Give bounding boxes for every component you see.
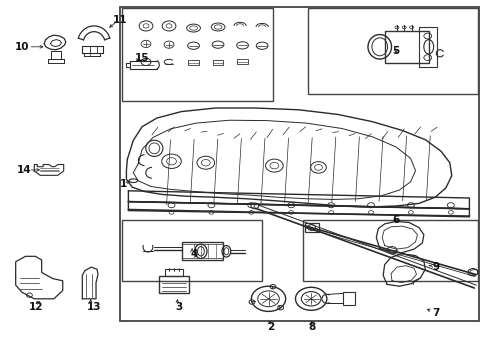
Text: 9: 9 xyxy=(432,262,440,272)
Text: 6: 6 xyxy=(392,215,399,225)
Text: 11: 11 xyxy=(113,15,127,25)
Text: 2: 2 xyxy=(267,322,274,332)
Text: 5: 5 xyxy=(392,46,399,56)
Bar xyxy=(122,8,273,101)
Text: 12: 12 xyxy=(28,302,43,312)
Bar xyxy=(419,27,437,67)
Bar xyxy=(182,242,223,260)
Bar xyxy=(182,244,223,258)
Bar xyxy=(303,220,478,281)
Text: 15: 15 xyxy=(135,53,149,63)
Text: 10: 10 xyxy=(15,42,29,52)
Text: 4: 4 xyxy=(190,249,197,259)
Bar xyxy=(188,60,199,65)
Bar xyxy=(343,292,355,305)
Text: 3: 3 xyxy=(175,302,183,312)
Bar xyxy=(120,7,479,321)
Bar xyxy=(122,220,262,281)
Bar xyxy=(213,60,223,65)
Bar xyxy=(159,276,189,293)
Bar xyxy=(385,31,429,63)
Text: 8: 8 xyxy=(309,322,316,332)
Text: 13: 13 xyxy=(87,302,102,312)
Text: 7: 7 xyxy=(432,308,440,318)
Text: 14: 14 xyxy=(17,165,32,175)
Bar xyxy=(165,269,183,276)
Text: 1: 1 xyxy=(120,179,127,189)
Bar xyxy=(305,223,318,232)
Bar xyxy=(237,59,248,64)
Bar xyxy=(308,8,478,94)
